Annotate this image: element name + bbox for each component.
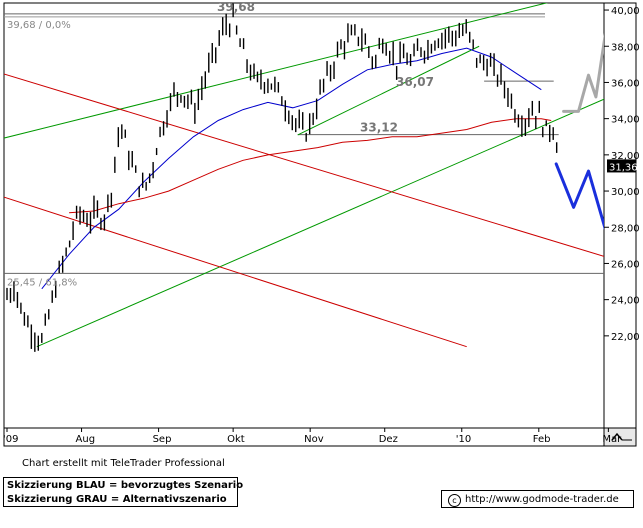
annotation-label: 33,12 — [360, 121, 398, 135]
y-tick-label: 30,00 — [611, 187, 640, 198]
annotation-label: 36,07 — [396, 75, 434, 89]
trend-line — [4, 3, 549, 139]
trend-line — [297, 45, 480, 136]
x-tick-label: Sep — [153, 434, 172, 445]
plot-area: 39,68 36,07 33,12 39,68 / 0,0% 25,45 / 61,8% — [4, 0, 604, 352]
legend-blue: Skizzierung BLAU = bevorzugtes Szenario — [7, 480, 244, 491]
price-bars — [6, 3, 558, 352]
fib-label: 39,68 / 0,0% — [7, 20, 71, 31]
y-tick-label: 28,00 — [611, 223, 640, 234]
nav-arrow-icon — [611, 432, 623, 441]
x-tick-label: Feb — [533, 434, 551, 445]
x-tick-label: Nov — [304, 434, 324, 445]
x-tick-label: '10 — [456, 434, 471, 445]
trend-line — [4, 73, 604, 257]
y-tick-label: 32,00 — [611, 151, 640, 162]
last-price-label: 31,36 — [609, 162, 638, 173]
last-price-tag — [607, 159, 636, 173]
source-url: http://www.godmode-trader.de — [465, 494, 619, 505]
scenario-legend: Skizzierung BLAU = bevorzugtes Szenario … — [3, 477, 244, 507]
x-tick-label: Dez — [379, 434, 398, 445]
y-tick-label: 22,00 — [611, 332, 640, 343]
scenario-gray-path — [562, 32, 604, 113]
moving-average-line — [41, 47, 542, 290]
x-tick-label: Okt — [227, 434, 245, 445]
y-tick-label: 38,00 — [611, 42, 640, 53]
x-tick-label: '09 — [3, 434, 18, 445]
legend-gray: Skizzierung GRAU = Alternativszenario — [7, 494, 227, 505]
source-link[interactable]: c http://www.godmode-trader.de — [441, 490, 634, 508]
chart-credit: Chart erstellt mit TeleTrader Profession… — [22, 458, 225, 469]
x-tick-label: Aug — [76, 434, 96, 445]
x-tick-label: Mar — [602, 434, 622, 445]
y-tick-label: 26,00 — [611, 259, 640, 270]
y-axis-frame — [603, 2, 637, 429]
y-tick-label: 40,00 — [611, 6, 640, 17]
moving-average-line — [69, 118, 552, 214]
fib-label: 25,45 / 61,8% — [7, 277, 77, 288]
y-tick-label: 36,00 — [611, 78, 640, 89]
trend-line — [36, 98, 604, 348]
scenario-blue-path — [554, 162, 604, 230]
annotation-label: 39,68 — [217, 0, 255, 14]
copyright-icon: c — [448, 494, 461, 507]
y-tick-label: 24,00 — [611, 296, 640, 307]
y-tick-label: 34,00 — [611, 115, 640, 126]
